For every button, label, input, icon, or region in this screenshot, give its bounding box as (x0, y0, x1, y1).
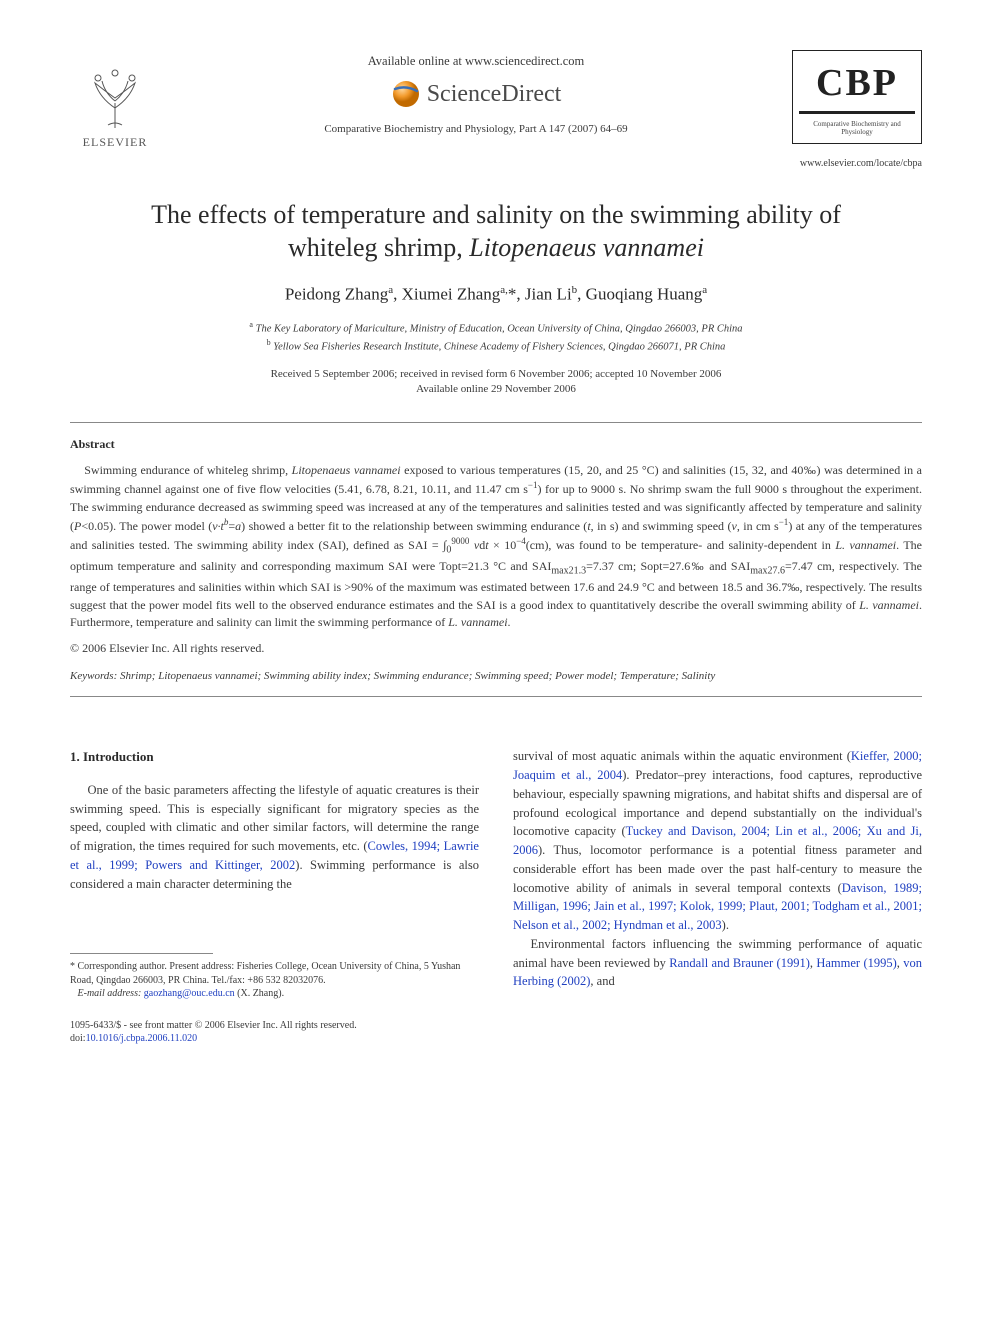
cbp-label: CBP (799, 61, 915, 114)
right-column: survival of most aquatic animals within … (513, 747, 922, 1046)
affiliations: a The Key Laboratory of Mariculture, Min… (70, 319, 922, 355)
keywords-text: Shrimp; Litopenaeus vannamei; Swimming a… (120, 670, 715, 682)
rule-top (70, 422, 922, 423)
elsevier-label: ELSEVIER (83, 135, 148, 150)
copyright: © 2006 Elsevier Inc. All rights reserved… (70, 641, 922, 656)
body-columns: 1. Introduction One of the basic paramet… (70, 747, 922, 1046)
dates-line2: Available online 29 November 2006 (416, 383, 576, 395)
sciencedirect-text: ScienceDirect (427, 81, 562, 108)
affiliation-a: The Key Laboratory of Mariculture, Minis… (256, 323, 743, 334)
available-online-text: Available online at www.sciencedirect.co… (160, 54, 792, 69)
intro-para-2-right: Environmental factors influencing the sw… (513, 935, 922, 991)
doi-label: doi: (70, 1033, 86, 1044)
journal-citation: Comparative Biochemistry and Physiology,… (160, 123, 792, 135)
section-1-heading: 1. Introduction (70, 747, 479, 767)
sciencedirect-logo: ScienceDirect (391, 79, 562, 109)
sciencedirect-icon (391, 79, 421, 109)
doi-link[interactable]: 10.1016/j.cbpa.2006.11.020 (86, 1033, 198, 1044)
dates-line1: Received 5 September 2006; received in r… (271, 368, 722, 380)
center-header: Available online at www.sciencedirect.co… (160, 50, 792, 135)
article-dates: Received 5 September 2006; received in r… (70, 367, 922, 398)
cbp-subtitle: Comparative Biochemistry and Physiology (799, 120, 915, 137)
title-line1: The effects of temperature and salinity … (151, 200, 841, 229)
journal-header: ELSEVIER Available online at www.science… (70, 50, 922, 150)
cbp-block: CBP Comparative Biochemistry and Physiol… (792, 50, 922, 144)
elsevier-tree-icon (80, 63, 150, 133)
rule-bottom (70, 696, 922, 697)
journal-url: www.elsevier.com/locate/cbpa (70, 158, 922, 169)
left-column: 1. Introduction One of the basic paramet… (70, 747, 479, 1046)
intro-para-1-left: One of the basic parameters affecting th… (70, 781, 479, 894)
abstract-body: Swimming endurance of whiteleg shrimp, L… (70, 462, 922, 632)
intro-para-1-right: survival of most aquatic animals within … (513, 747, 922, 935)
affiliation-b: Yellow Sea Fisheries Research Institute,… (273, 341, 725, 352)
footer-block: 1095-6433/$ - see front matter © 2006 El… (70, 1019, 479, 1046)
footnote-rule (70, 953, 213, 954)
corresponding-author-footnote: * Corresponding author. Present address:… (70, 960, 479, 987)
title-line2-plain: whiteleg shrimp, (288, 233, 469, 262)
authors: Peidong Zhanga, Xiumei Zhanga,*, Jian Li… (70, 284, 922, 305)
article-title: The effects of temperature and salinity … (70, 199, 922, 264)
keywords-label: Keywords: (70, 670, 117, 682)
citation-link[interactable]: Randall and Brauner (1991) (669, 956, 810, 970)
keywords: Keywords: Shrimp; Litopenaeus vannamei; … (70, 670, 922, 682)
elsevier-logo: ELSEVIER (70, 50, 160, 150)
email-link[interactable]: gaozhang@ouc.edu.cn (144, 988, 235, 999)
title-species: Litopenaeus vannamei (469, 233, 704, 262)
front-matter-text: 1095-6433/$ - see front matter © 2006 El… (70, 1020, 357, 1031)
email-footnote: E-mail address: gaozhang@ouc.edu.cn (X. … (70, 987, 479, 1001)
citation-link[interactable]: Hammer (1995) (816, 956, 896, 970)
abstract-heading: Abstract (70, 437, 922, 452)
